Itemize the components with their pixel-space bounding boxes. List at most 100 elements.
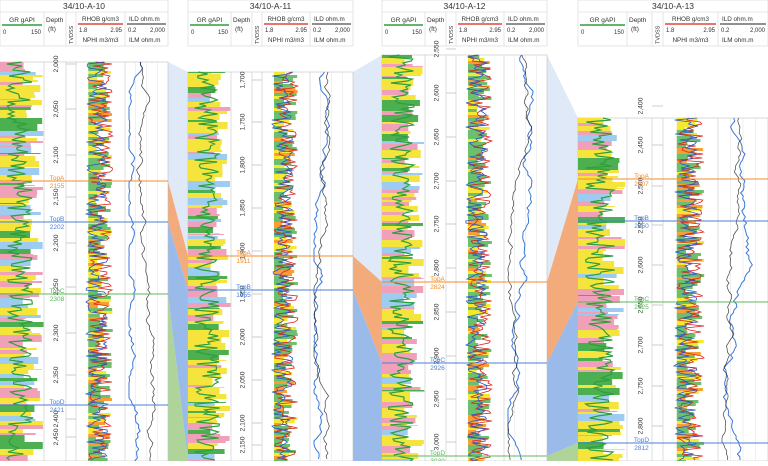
crossover-fill	[274, 108, 282, 111]
crossover-fill	[274, 279, 289, 282]
crossover-fill	[274, 165, 285, 168]
lithology-band	[188, 308, 220, 309]
crossover-fill	[468, 232, 480, 235]
crossover-fill	[468, 76, 491, 79]
lithology-band	[0, 147, 32, 153]
ilm-track-label: ILM ohm.m	[129, 37, 161, 44]
lithology-band	[188, 145, 221, 150]
crossover-fill	[468, 415, 481, 418]
lithology-band	[0, 107, 31, 110]
crossover-fill	[468, 139, 481, 142]
rhob-track-label: RHOB g/cm3	[672, 16, 710, 23]
crossover-fill	[676, 274, 705, 277]
crossover-fill	[676, 451, 686, 454]
crossover-fill	[676, 379, 695, 382]
resistivity-track	[313, 71, 343, 461]
lithology-band	[382, 223, 423, 226]
res-scale-max: 2,000	[750, 28, 766, 34]
lithology-band	[188, 403, 215, 406]
crossover-fill	[676, 184, 700, 187]
crossover-fill	[274, 390, 288, 393]
crossover-fill	[274, 324, 288, 327]
crossover-fill	[676, 190, 704, 193]
crossover-fill	[468, 175, 487, 178]
depth-tick-label: 2,600	[638, 256, 645, 273]
lithology-band	[0, 315, 41, 318]
crossover-fill	[468, 193, 483, 196]
correlation-ribbon	[353, 256, 382, 363]
depth-tick-label: 2,150	[53, 188, 60, 205]
crossover-fill	[274, 411, 289, 414]
tvdss-track-label: TVDSS	[69, 25, 75, 44]
crossover-fill	[676, 334, 696, 337]
crossover-fill	[468, 85, 491, 88]
lithology-band	[0, 85, 41, 92]
lithology-band	[188, 133, 219, 135]
crossover-fill	[676, 148, 703, 151]
crossover-fill	[88, 194, 98, 197]
lithology-band	[188, 315, 214, 321]
crossover-fill	[468, 370, 477, 373]
gr-scale-max: 150	[412, 30, 423, 36]
lithology-band	[0, 288, 41, 293]
crossover-fill	[468, 274, 492, 277]
crossover-fill	[88, 215, 102, 218]
rhob-nphi-track	[270, 71, 300, 462]
crossover-fill	[274, 282, 298, 285]
formation-top-name: TopB	[50, 216, 65, 223]
ild-track-label: ILD ohm.m	[508, 16, 539, 23]
lithology-band	[0, 433, 36, 435]
lithology-band	[0, 369, 43, 370]
crossover-fill	[468, 148, 486, 151]
crossover-fill	[676, 145, 686, 148]
well-name: 34/10-A-10	[63, 1, 105, 11]
lithology-band	[0, 401, 27, 404]
crossover-fill	[274, 366, 286, 369]
lithology-band	[382, 58, 405, 64]
formation-top-name: TopB	[236, 284, 251, 291]
crossover-fill	[676, 265, 688, 268]
lithology-band	[0, 280, 33, 281]
lithology-band	[578, 176, 619, 178]
crossover-fill	[88, 170, 101, 173]
crossover-fill	[468, 241, 492, 244]
nphi-curve	[672, 117, 700, 461]
crossover-fill	[88, 371, 107, 374]
lithology-band	[578, 336, 612, 338]
lithology-band	[578, 285, 619, 289]
lithology-band	[382, 277, 422, 278]
formation-top-depth: 2421	[50, 407, 65, 414]
crossover-fill	[676, 250, 687, 253]
crossover-fill	[676, 154, 693, 157]
depth-tick-label: 2,700	[434, 172, 441, 189]
lithology-band	[578, 449, 625, 450]
tvdss-track-label: TVDSS	[449, 25, 455, 44]
crossover-fill	[274, 309, 298, 312]
lithology-band	[578, 312, 609, 314]
well-name: 34/10-A-12	[443, 1, 485, 11]
crossover-fill	[88, 134, 98, 137]
crossover-fill	[88, 185, 111, 188]
lithology-band	[188, 72, 226, 73]
depth-tick-label: 2,450	[638, 136, 645, 153]
lithology-band	[578, 435, 612, 436]
crossover-fill	[676, 454, 692, 457]
rhob-scale-min: 1.8	[265, 28, 274, 34]
depth-tick-label: 1,750	[240, 113, 247, 130]
correlation-ribbon	[168, 181, 188, 290]
lithology-band	[382, 221, 409, 223]
formation-top-name: TopD	[49, 399, 64, 406]
lithology-band	[0, 77, 33, 80]
crossover-fill	[676, 175, 690, 178]
crossover-fill	[88, 266, 102, 269]
crossover-fill	[468, 268, 478, 271]
lithology-band	[578, 402, 619, 409]
gr-scale-min: 0	[191, 30, 195, 36]
lithology-band	[382, 122, 414, 124]
crossover-fill	[274, 132, 288, 135]
crossover-fill	[468, 436, 490, 439]
lithology-band	[578, 225, 607, 229]
crossover-fill	[676, 262, 687, 265]
lithology-band	[188, 355, 219, 360]
